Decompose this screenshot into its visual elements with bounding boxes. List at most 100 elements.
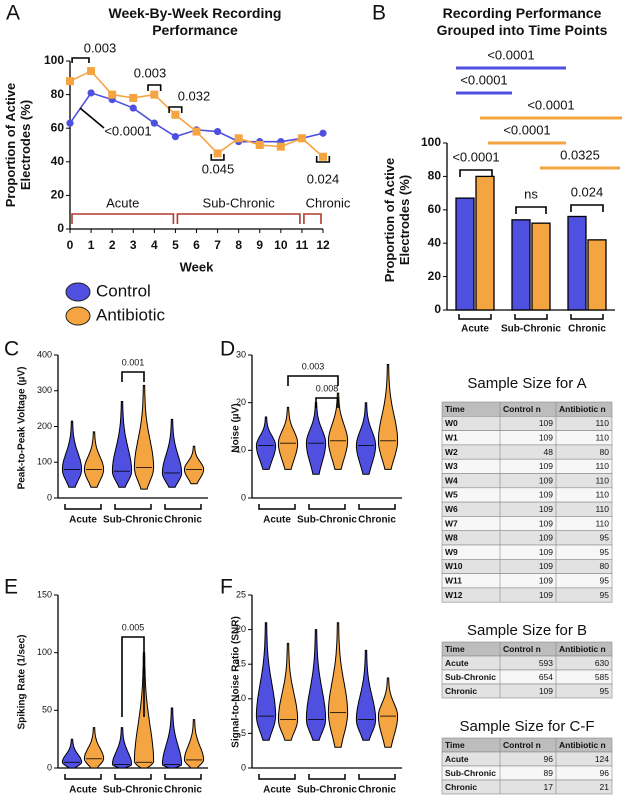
table-cell: 109	[539, 576, 553, 586]
annotation-bracket	[71, 57, 90, 63]
table-cell: 110	[595, 504, 609, 514]
table-cell: 96	[544, 754, 554, 764]
y-tick-label: 0	[47, 492, 52, 502]
y-tick-label: 200	[37, 421, 52, 431]
annotation: 0.0325	[560, 147, 600, 162]
annotation: 0.024	[571, 184, 604, 199]
annotation: 0.003	[302, 361, 325, 371]
y-tick-label: 80	[51, 87, 65, 101]
phase-label: Chronic	[306, 195, 351, 210]
table-cell: W1	[445, 433, 458, 443]
x-tick-label: 4	[151, 238, 158, 252]
x-tick-label: 6	[193, 238, 200, 252]
phase-label: Sub-Chronic	[203, 195, 276, 210]
point	[66, 77, 74, 86]
table-row	[441, 458, 613, 474]
bar	[475, 175, 495, 311]
table-cell: 109	[539, 418, 553, 428]
table-row	[441, 444, 613, 460]
table-row	[441, 473, 613, 489]
category-bracket	[358, 504, 396, 510]
phase-bracket	[303, 213, 322, 224]
y-tick-label: 10	[236, 445, 246, 455]
violin	[355, 649, 377, 741]
table-cell: 110	[595, 418, 609, 428]
category-bracket	[308, 504, 346, 510]
table-cell: W8	[445, 533, 458, 543]
violin	[377, 364, 399, 470]
panel-letter: E	[4, 576, 18, 599]
y-tick-label: 20	[51, 188, 65, 202]
x-tick-label: Sub-Chronic	[103, 515, 163, 526]
table-cell: 48	[544, 447, 554, 457]
legend-marker	[65, 306, 91, 326]
violin	[305, 402, 327, 475]
annotation-line	[79, 107, 105, 129]
table-header-cell: Antibiotic n	[559, 740, 606, 750]
x-tick-label: 0	[67, 238, 74, 252]
table-cell: 110	[595, 518, 609, 528]
table-header-cell: Antibiotic n	[559, 404, 606, 414]
x-tick-label: Acute	[69, 785, 97, 796]
point	[129, 104, 137, 112]
y-tick-label: 100	[421, 135, 441, 149]
table-header-cell: Control n	[503, 404, 541, 414]
category-bracket	[164, 774, 202, 780]
y-tick-label: 20	[236, 624, 246, 634]
table-cell: W7	[445, 518, 458, 528]
table-cell: Sub-Chronic	[445, 672, 496, 682]
category-bracket	[64, 504, 102, 510]
violin	[183, 445, 205, 485]
panel-letter: A	[6, 2, 20, 25]
bar	[511, 219, 531, 311]
table-cell: 109	[539, 686, 553, 696]
x-tick-label: 10	[274, 238, 288, 252]
x-tick-label: Acute	[263, 785, 291, 796]
table-cell: 124	[595, 754, 609, 764]
panel-letter: F	[220, 576, 233, 599]
table-row	[441, 544, 613, 560]
annotation-bracket	[315, 156, 331, 163]
x-tick-label: Chronic	[358, 785, 396, 796]
table-cell: 109	[539, 433, 553, 443]
annotation: <0.0001	[527, 97, 574, 112]
violin	[133, 384, 155, 490]
table-cell: 95	[600, 686, 610, 696]
x-tick-label: Acute	[263, 515, 291, 526]
y-axis-label: Noise (µV)	[230, 403, 242, 453]
point	[87, 89, 95, 97]
x-tick-label: Chronic	[164, 785, 202, 796]
table-cell: W4	[445, 475, 458, 485]
table-cell: 80	[600, 561, 610, 571]
violin	[377, 677, 399, 748]
y-tick-label: 0	[57, 221, 64, 235]
bar	[531, 222, 551, 311]
table-cell: 654	[539, 672, 553, 682]
x-tick-label: 3	[130, 238, 137, 252]
table-cell: Acute	[445, 754, 469, 764]
violin	[327, 622, 349, 748]
table-cell: W0	[445, 418, 458, 428]
x-tick-label: Chronic	[568, 324, 606, 335]
panel-letter: D	[220, 338, 235, 361]
y-tick-label: 40	[428, 235, 442, 249]
table-row	[441, 516, 613, 532]
annotation-bracket	[515, 206, 547, 214]
table-row	[441, 587, 613, 603]
table-row	[441, 573, 613, 589]
category-bracket	[358, 774, 396, 780]
violin	[277, 406, 299, 470]
table-header-cell: Time	[445, 740, 465, 750]
annotation: 0.032	[178, 88, 211, 103]
table-cell: 89	[544, 768, 554, 778]
category-bracket	[258, 774, 296, 780]
y-axis-label: Proportion of Active Electrodes (%)	[382, 157, 412, 283]
category-bracket	[64, 774, 102, 780]
y-tick-label: 15	[236, 659, 246, 669]
violin	[183, 719, 205, 769]
y-tick-label: 300	[37, 385, 52, 395]
table-row	[441, 530, 613, 546]
violin	[255, 416, 277, 470]
